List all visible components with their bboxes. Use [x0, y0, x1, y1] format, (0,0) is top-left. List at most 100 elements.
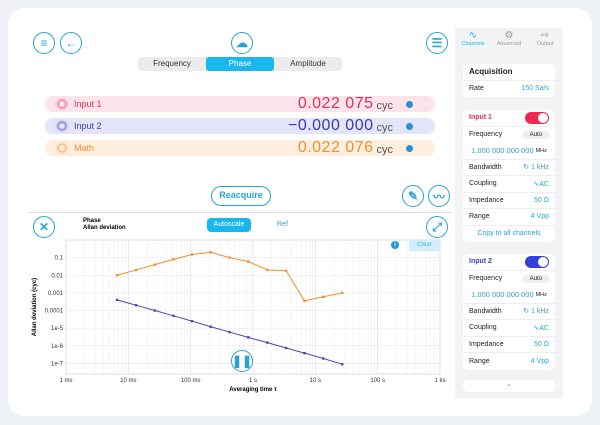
reading-unit: cyc — [376, 121, 394, 134]
data-point — [190, 319, 194, 323]
autoscale-button[interactable]: Autoscale — [207, 218, 251, 232]
data-point — [247, 336, 250, 339]
refresh-icon: ↻ — [523, 308, 530, 316]
data-point — [153, 263, 157, 266]
y-tick-label: 0.0001 — [45, 309, 64, 315]
waveform-icon: ∿ — [468, 30, 478, 41]
frequency-label: Frequency — [469, 131, 503, 139]
data-point — [172, 258, 175, 261]
frequency-value[interactable]: 1.000 000 000 000 — [471, 146, 534, 156]
tab-advanced[interactable]: ⚙ Advanced — [491, 28, 527, 52]
data-point — [115, 274, 119, 277]
data-point — [266, 268, 269, 272]
y-tick-label: 1e-5 — [51, 326, 64, 332]
coupling-label: Coupling — [469, 180, 497, 188]
tab-frequency[interactable]: Frequency — [153, 59, 191, 68]
impedance-label: Impedance — [469, 196, 504, 204]
remove-icon[interactable] — [406, 122, 413, 130]
channel-title: Input 2 — [469, 258, 492, 266]
data-point — [228, 330, 231, 334]
tab-phase[interactable]: Phase — [206, 57, 274, 71]
channel-title: Input 1 — [469, 114, 492, 122]
reading-value: −0.000 000 — [287, 117, 374, 134]
reading-label: Math — [74, 143, 95, 153]
data-point — [228, 256, 231, 259]
acquisition-title: Acquisition — [463, 64, 555, 81]
data-point — [115, 298, 119, 302]
data-point — [284, 269, 288, 272]
channel-toggle[interactable] — [525, 111, 549, 124]
remove-icon[interactable] — [406, 100, 413, 108]
impedance-value[interactable]: 50 Ω — [534, 196, 549, 204]
copy-to-all-button[interactable]: Copy to all channels — [477, 230, 541, 238]
sidebar-tabs: ∿ Channels ⚙ Advanced ⇨ Output — [455, 28, 563, 52]
acquisition-panel: Acquisition Rate 150 Sa/s — [463, 64, 555, 97]
refresh-icon: ↻ — [523, 164, 530, 172]
reading-row: Input 1 0.022 075 cyc — [45, 95, 435, 112]
data-point — [190, 253, 194, 256]
y-tick-label: 1e-6 — [51, 344, 64, 350]
frequency-value[interactable]: 1.000 000 000 000 — [471, 290, 534, 300]
data-point — [341, 362, 344, 366]
data-point — [153, 309, 157, 312]
frequency-label: Frequency — [469, 275, 503, 283]
data-point — [172, 314, 175, 318]
info-icon[interactable]: i — [391, 241, 399, 249]
notes-icon[interactable]: ✎ — [402, 185, 424, 207]
in1-panel: Input 1 Frequency Auto 1.000 000 000 000 … — [463, 110, 555, 242]
auto-button[interactable]: Auto — [522, 130, 549, 139]
clear-button[interactable]: Clear — [409, 240, 440, 251]
bandwidth-value[interactable]: 1 kHz — [531, 164, 549, 172]
reading-row: Math 0.022 076 cyc — [45, 139, 435, 156]
close-icon[interactable]: ✕ — [33, 216, 55, 238]
plot-title-quantity: Phase — [83, 218, 101, 224]
cloud-upload-icon[interactable]: ☁ — [231, 32, 253, 54]
pause-icon[interactable]: ❚❚ — [231, 350, 253, 372]
y-tick-label: 1e-7 — [51, 361, 64, 367]
y-tick-label: 0.01 — [51, 273, 63, 279]
impedance-label: Impedance — [469, 340, 504, 348]
remove-icon[interactable] — [406, 144, 413, 152]
tab-amplitude[interactable]: Amplitude — [290, 59, 326, 68]
x-tick-label: 1 ks — [434, 378, 445, 384]
range-label: Range — [469, 213, 490, 221]
output-icon: ⇨ — [540, 30, 550, 41]
sidebar: ∿ Channels ⚙ Advanced ⇨ Output Acquisition … — [455, 28, 563, 398]
menu-icon[interactable]: ≡ — [33, 32, 55, 54]
tab-channels[interactable]: ∿ Channels — [455, 28, 491, 52]
x-tick-label: 100 s — [370, 378, 385, 384]
reading-label: Input 2 — [74, 121, 102, 131]
settings-sliders-icon[interactable]: ☰ — [426, 32, 448, 54]
reading-label: Input 1 — [74, 99, 102, 109]
x-tick-label: 100 ms — [181, 378, 201, 384]
range-value[interactable]: 4 Vpp — [530, 357, 549, 365]
plot-title-type: Allan deviation — [83, 225, 126, 231]
expand-chevron-icon[interactable]: ⌄ — [463, 380, 555, 392]
range-value[interactable]: 4 Vpp — [530, 213, 549, 221]
ac-wave-icon: ∿ — [533, 324, 540, 332]
impedance-value[interactable]: 50 Ω — [534, 340, 549, 348]
channel-toggle[interactable] — [525, 255, 549, 268]
bandwidth-value[interactable]: 1 kHz — [531, 308, 549, 316]
measurement-tabs: Frequency Phase Amplitude — [138, 57, 342, 71]
reading-unit: cyc — [376, 99, 394, 112]
back-icon[interactable]: ← — [60, 32, 82, 54]
x-tick-label: 1 s — [249, 378, 257, 384]
range-label: Range — [469, 357, 490, 365]
coupling-label: Coupling — [469, 324, 497, 332]
tab-output[interactable]: ⇨ Output — [527, 28, 563, 52]
auto-button[interactable]: Auto — [522, 274, 549, 283]
rate-value[interactable]: 150 Sa/s — [521, 85, 549, 93]
ref-button[interactable]: Ref — [277, 221, 288, 228]
plot-title[interactable]: Phase Allan deviation — [83, 218, 126, 232]
coupling-value[interactable]: AC — [539, 324, 549, 332]
reacquire-button[interactable]: Reacquire — [211, 186, 271, 206]
coupling-value[interactable]: AC — [539, 180, 549, 188]
y-tick-label: 0.1 — [55, 256, 64, 262]
rate-row[interactable]: Rate 150 Sa/s — [463, 81, 555, 98]
data-point — [247, 260, 250, 263]
gear-icon: ⚙ — [504, 30, 514, 41]
fullscreen-icon[interactable]: ⤢ — [426, 216, 448, 238]
chart-icon[interactable]: 〰 — [428, 185, 450, 207]
